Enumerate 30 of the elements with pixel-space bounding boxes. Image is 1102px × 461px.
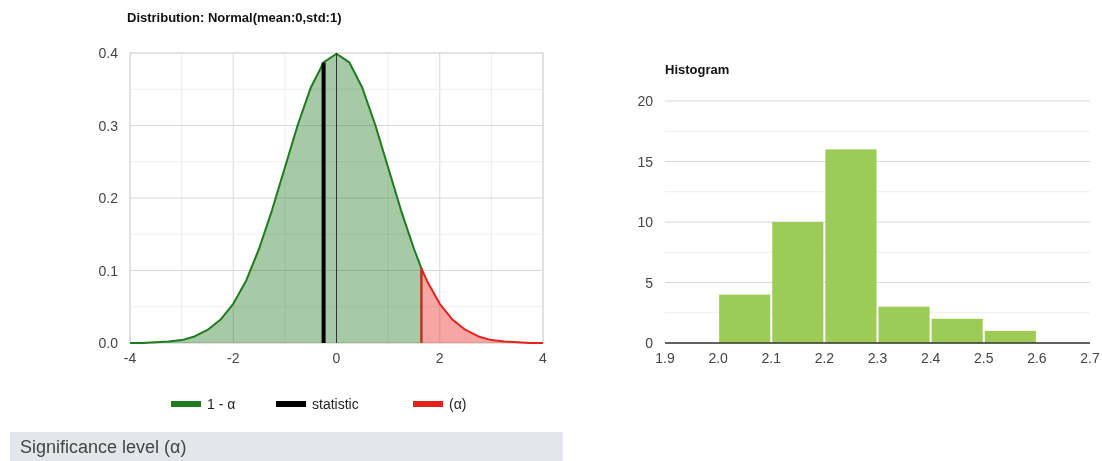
y-tick-label: 20 — [637, 93, 654, 109]
x-tick-label: 2.1 — [761, 350, 782, 366]
x-tick-label: 4 — [539, 350, 548, 366]
x-tick-label: 2.7 — [1080, 350, 1100, 366]
x-tick-label: -2 — [227, 350, 240, 366]
y-tick-label: 15 — [637, 153, 654, 170]
x-tick-label: 2.0 — [708, 350, 729, 366]
x-tick-label: 2.2 — [814, 350, 835, 366]
chart-title: Distribution: Normal(mean:0,std:1) — [127, 10, 342, 25]
x-tick-label: 2.4 — [920, 350, 941, 366]
y-tick-label: 10 — [637, 214, 654, 230]
x-tick-label: -4 — [123, 350, 137, 366]
x-tick-label: 1.9 — [655, 350, 675, 366]
x-tick-label: 2.5 — [974, 350, 994, 366]
y-tick-label: 0.1 — [98, 262, 119, 279]
y-tick-label: 0 — [645, 335, 654, 351]
y-tick-label: 0.0 — [98, 335, 119, 351]
x-tick-label: 2 — [435, 350, 444, 366]
text: Significance level (α) — [20, 437, 187, 457]
x-tick-label: 2.6 — [1027, 350, 1047, 366]
x-tick-label: 2.3 — [867, 350, 888, 366]
y-tick-label: 5 — [645, 274, 654, 291]
y-tick-label: 0.2 — [98, 190, 119, 206]
chart-title: Histogram — [665, 62, 730, 77]
y-tick-label: 0.3 — [98, 117, 119, 134]
legend-label: statistic — [312, 396, 359, 412]
x-tick-label: 0 — [332, 350, 341, 366]
legend-label: 1 - α — [207, 396, 236, 412]
legend-label: (α) — [449, 396, 467, 412]
y-tick-label: 0.4 — [98, 45, 119, 61]
